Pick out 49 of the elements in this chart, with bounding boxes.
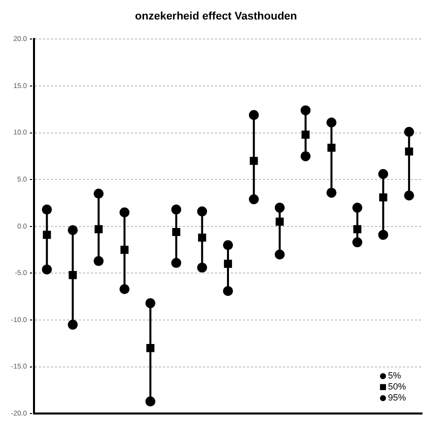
point bbox=[94, 225, 103, 234]
point bbox=[404, 190, 414, 201]
point bbox=[248, 194, 259, 204]
point bbox=[276, 218, 284, 226]
point bbox=[224, 260, 232, 268]
point bbox=[378, 230, 388, 240]
point bbox=[274, 202, 285, 213]
point bbox=[300, 105, 311, 116]
point bbox=[404, 126, 414, 137]
chart-title: onzekerheid effect Vasthouden bbox=[135, 10, 298, 23]
point bbox=[326, 118, 336, 128]
point bbox=[120, 246, 129, 254]
point bbox=[405, 147, 414, 156]
legend-label: 95% bbox=[388, 392, 406, 403]
point bbox=[302, 130, 310, 139]
point bbox=[327, 144, 336, 152]
point bbox=[274, 249, 285, 260]
point bbox=[146, 344, 154, 352]
point bbox=[222, 240, 233, 250]
point bbox=[379, 193, 388, 202]
point bbox=[197, 206, 208, 216]
point bbox=[248, 110, 259, 120]
point bbox=[68, 320, 78, 330]
point bbox=[145, 396, 156, 406]
point bbox=[300, 151, 311, 162]
point bbox=[68, 225, 78, 236]
point bbox=[197, 262, 208, 273]
point bbox=[120, 207, 130, 218]
point bbox=[68, 271, 77, 280]
point bbox=[352, 202, 362, 213]
point bbox=[171, 204, 182, 215]
point bbox=[171, 258, 182, 268]
point bbox=[378, 168, 388, 179]
point bbox=[353, 225, 362, 234]
legend-label: 5% bbox=[388, 370, 402, 381]
point bbox=[222, 286, 233, 296]
point bbox=[120, 284, 130, 294]
point bbox=[326, 188, 336, 198]
point bbox=[172, 228, 180, 236]
point bbox=[198, 234, 206, 242]
point bbox=[94, 188, 104, 199]
point bbox=[42, 230, 51, 239]
point bbox=[250, 156, 258, 165]
point bbox=[42, 204, 52, 215]
point bbox=[352, 237, 362, 248]
point bbox=[145, 298, 156, 308]
legend-label: 50% bbox=[388, 382, 406, 392]
point bbox=[94, 256, 104, 266]
point bbox=[42, 264, 52, 274]
